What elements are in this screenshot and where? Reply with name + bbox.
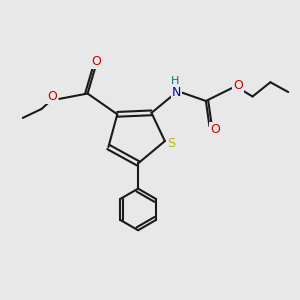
Text: H: H [171,76,179,86]
Text: O: O [47,90,57,103]
Text: O: O [92,55,101,68]
Text: S: S [167,137,175,150]
Text: O: O [210,123,220,136]
Text: N: N [172,85,182,98]
Text: O: O [233,79,243,92]
